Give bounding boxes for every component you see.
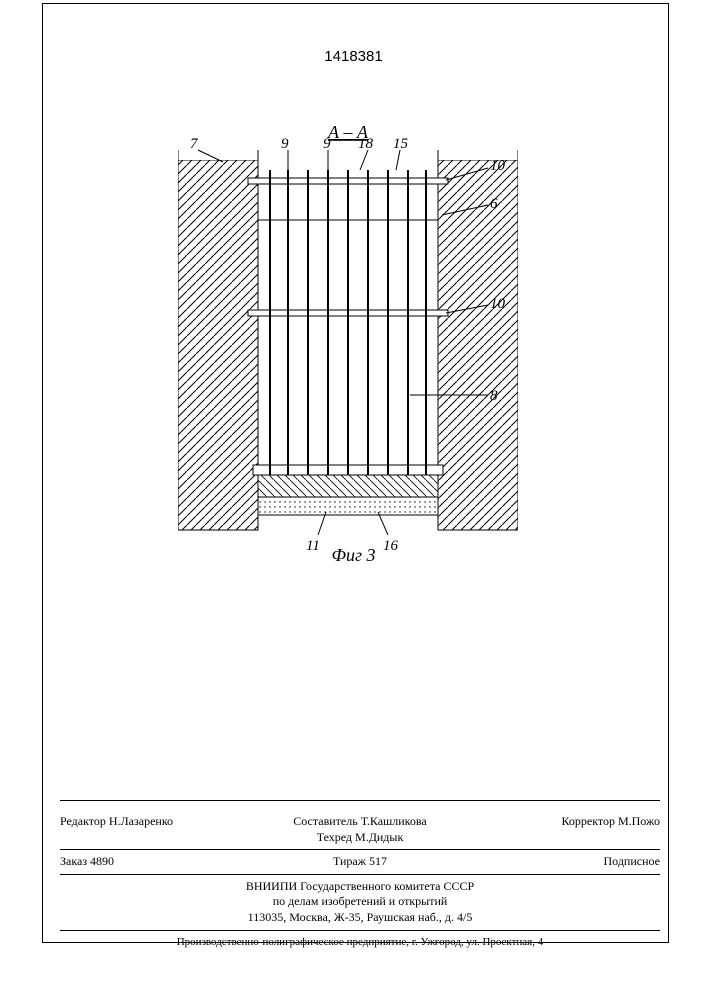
callout-6: 6 xyxy=(490,196,498,212)
callout-8: 8 xyxy=(490,388,498,404)
compiler-text: Составитель Т.Кашликова xyxy=(293,814,426,828)
patent-number: 1418381 xyxy=(324,48,382,65)
subscription-text: Подписное xyxy=(460,854,660,870)
corrector-text: Корректор М.Пожо xyxy=(460,814,660,845)
callout-16: 16 xyxy=(383,538,399,554)
order-text: Заказ 4890 xyxy=(60,854,260,870)
right-wall xyxy=(438,160,518,530)
callout-10b: 10 xyxy=(490,296,506,312)
editor-text: Редактор Н.Лазаренко xyxy=(60,814,260,845)
techred-text: Техред М.Дидык xyxy=(317,830,404,844)
tirazh-text: Тираж 517 xyxy=(260,854,460,870)
address-text: 113035, Москва, Ж-35, Раушская наб., д. … xyxy=(248,910,473,924)
callout-9b: 9 xyxy=(323,136,331,152)
org2-text: по делам изобретений и открытий xyxy=(273,894,448,908)
rods xyxy=(270,170,426,475)
callout-18: 18 xyxy=(358,136,374,152)
figure-diagram: А – А xyxy=(178,120,518,560)
callout-7: 7 xyxy=(190,136,199,152)
credits-block: Редактор Н.Лазаренко Составитель Т.Кашли… xyxy=(60,804,660,949)
callout-15: 15 xyxy=(393,136,409,152)
printer-text: Производственно-полиграфическое предприя… xyxy=(60,931,660,949)
base-layer-2 xyxy=(258,497,438,515)
left-wall xyxy=(178,160,258,530)
credits-top-rule xyxy=(60,800,660,801)
figure-caption: Фиг 3 xyxy=(332,545,376,566)
callout-9a: 9 xyxy=(281,136,289,152)
callout-11: 11 xyxy=(306,538,320,554)
base-layer-1 xyxy=(258,475,438,497)
org1-text: ВНИИПИ Государственного комитета СССР xyxy=(246,879,474,893)
callout-10a: 10 xyxy=(490,158,506,174)
